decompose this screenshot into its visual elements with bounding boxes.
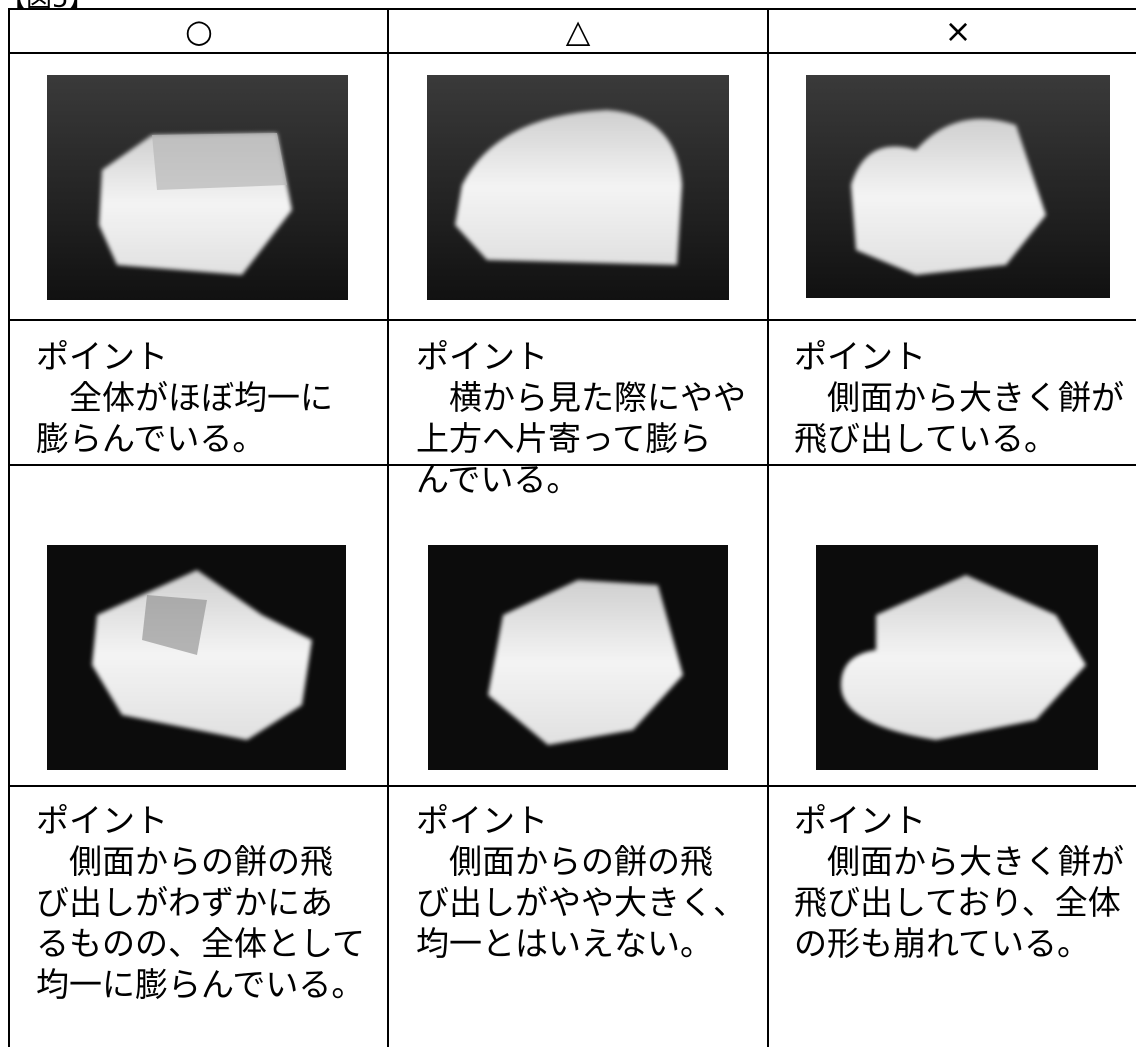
table-border: [8, 8, 10, 1047]
table-border: [8, 8, 1136, 10]
point-heading: ポイント: [416, 801, 548, 840]
photo: [806, 75, 1110, 298]
point-heading: ポイント: [794, 801, 926, 840]
point-heading: ポイント: [36, 337, 168, 376]
point-text: 飛び出している。: [794, 419, 1058, 458]
point-text: んでいる。: [416, 460, 580, 499]
point-cell: ポイント 全体がほぼ均一に 膨らんでいる。: [36, 336, 406, 459]
point-cell: ポイント 横から見た際にやや 上方へ片寄って膨ら んでいる。: [416, 336, 786, 500]
point-heading: ポイント: [36, 801, 168, 840]
point-cell: ポイント 側面からの餅の飛 び出しがわずかにあ るものの、全体として 均一に膨らんでい…: [36, 800, 406, 1005]
table-border: [8, 52, 1136, 54]
point-text: 上方へ片寄って膨ら: [416, 419, 712, 458]
photo: [47, 545, 346, 770]
point-text: 側面からの餅の飛: [36, 842, 333, 881]
point-text: び出しがやや大きく、: [416, 883, 746, 922]
column-header: ×: [944, 12, 972, 50]
figure-title: 【図5】: [0, 0, 95, 14]
point-text: 膨らんでいる。: [36, 419, 266, 458]
photo: [427, 75, 729, 300]
photo: [47, 75, 348, 300]
point-heading: ポイント: [416, 337, 548, 376]
point-text: 均一に膨らんでいる。: [36, 965, 365, 1004]
point-text: び出しがわずかにあ: [36, 883, 333, 922]
point-cell: ポイント 側面から大きく餅が 飛び出しており、全体 の形も崩れている。: [794, 800, 1136, 964]
point-text: 側面からの餅の飛: [416, 842, 713, 881]
table-border: [8, 785, 1136, 787]
point-text: 均一とはいえない。: [416, 924, 713, 963]
point-cell: ポイント 側面からの餅の飛 び出しがやや大きく、 均一とはいえない。: [416, 800, 786, 964]
point-text: の形も崩れている。: [794, 924, 1091, 963]
table-border: [8, 319, 1136, 321]
photo: [816, 545, 1098, 770]
column-header: ○: [185, 12, 213, 50]
point-text: るものの、全体として: [36, 924, 366, 963]
point-text: 横から見た際にやや: [416, 378, 746, 417]
table-border: [767, 8, 769, 1047]
point-text: 側面から大きく餅が: [794, 378, 1124, 417]
column-header: △: [565, 12, 591, 50]
table-border: [387, 8, 389, 1047]
point-heading: ポイント: [794, 337, 926, 376]
point-text: 全体がほぼ均一に: [36, 378, 333, 417]
photo: [428, 545, 728, 770]
point-text: 側面から大きく餅が: [794, 842, 1124, 881]
table-border: [8, 464, 1136, 466]
point-text: 飛び出しており、全体: [794, 883, 1121, 922]
point-cell: ポイント 側面から大きく餅が 飛び出している。: [794, 336, 1136, 459]
